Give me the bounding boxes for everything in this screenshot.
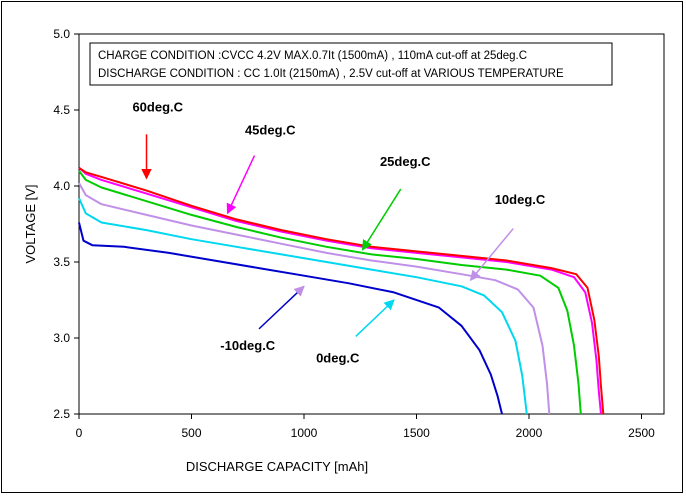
series-label: 25deg.C xyxy=(380,154,431,169)
series-line-25degc xyxy=(78,170,582,415)
y-axis-title: VOLTAGE [V] xyxy=(23,185,38,264)
label-arrow xyxy=(361,188,402,251)
label-arrow xyxy=(258,285,305,330)
series-lines xyxy=(78,166,605,415)
series-label: 0deg.C xyxy=(316,350,360,365)
series-line-10degc xyxy=(78,182,551,415)
series-line-45degc xyxy=(78,167,602,415)
y-tick-label: 4.0 xyxy=(53,179,70,193)
condition-note-line: CHARGE CONDITION :CVCC 4.2V MAX.0.7It (1… xyxy=(98,50,527,62)
y-tick-label: 3.0 xyxy=(53,331,70,345)
y-tick-label: 2.5 xyxy=(53,407,70,421)
x-axis-title: DISCHARGE CAPACITY [mAh] xyxy=(186,459,368,474)
series-line-10degc xyxy=(78,222,503,415)
series-label: 45deg.C xyxy=(245,122,296,137)
axes xyxy=(74,33,642,419)
series-label: -10deg.C xyxy=(220,338,276,353)
condition-note: CHARGE CONDITION :CVCC 4.2V MAX.0.7It (1… xyxy=(89,42,613,86)
y-tick-label: 4.5 xyxy=(53,103,70,117)
series-label: 10deg.C xyxy=(495,192,546,207)
y-tick-label: 5.0 xyxy=(53,27,70,41)
label-arrow xyxy=(469,228,514,282)
label-arrow xyxy=(355,299,395,338)
x-tick-label: 1000 xyxy=(291,426,318,440)
series-line-0degc xyxy=(78,197,528,415)
label-arrow xyxy=(226,155,256,215)
tick-labels: 0 500 1000 1500 2000 2500 2.5 3.0 3.5 4.0 4.5 5.0 xyxy=(53,27,655,440)
condition-note-box xyxy=(89,42,613,86)
plot-area xyxy=(78,33,665,415)
series-label: 60deg.C xyxy=(132,100,183,115)
series-line-60degc xyxy=(78,166,605,415)
condition-note-line: DISCHARGE CONDITION : CC 1.0It (2150mA) … xyxy=(98,68,564,80)
plot-border xyxy=(78,33,665,415)
y-tick-label: 3.5 xyxy=(53,255,70,269)
x-tick-label: 500 xyxy=(181,426,201,440)
x-tick-label: 2500 xyxy=(628,426,655,440)
series-labels: 60deg.C 45deg.C 25deg.C 10deg.C -10deg.C 0deg… xyxy=(132,100,545,366)
x-tick-label: 1500 xyxy=(403,426,430,440)
x-tick-label: 0 xyxy=(76,426,83,440)
x-tick-label: 2000 xyxy=(516,426,543,440)
